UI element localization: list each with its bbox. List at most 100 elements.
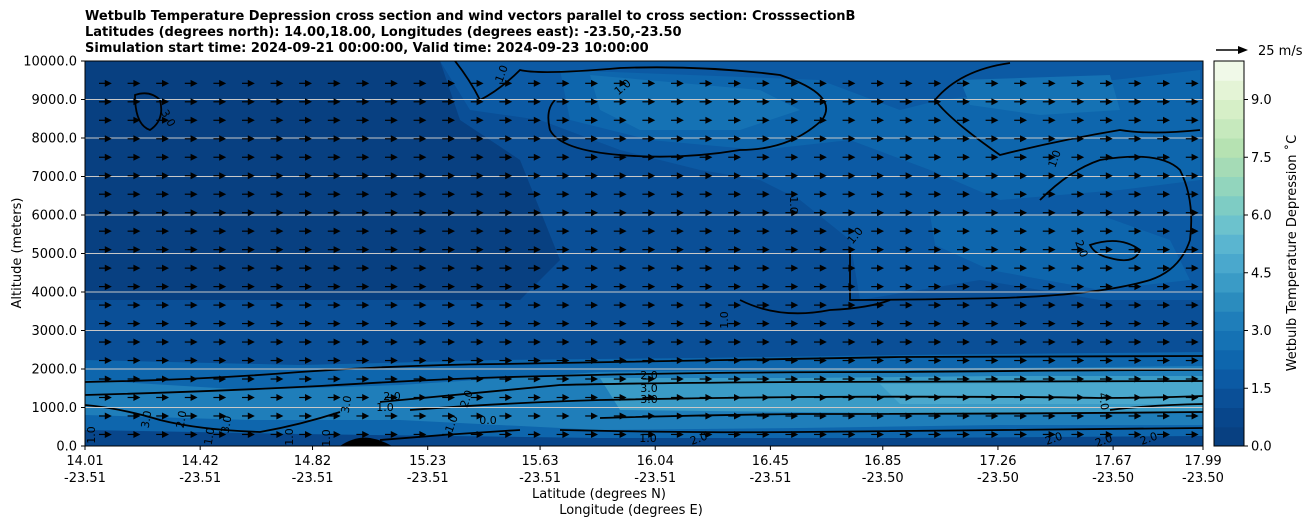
- contour-label: 2.0: [458, 388, 476, 409]
- wind-arrow: [413, 227, 427, 235]
- wind-arrow: [671, 135, 684, 143]
- wind-arrow: [871, 393, 884, 401]
- wind-arrow: [756, 116, 770, 124]
- wind-arrow: [413, 135, 427, 143]
- wind-arrow: [1128, 301, 1142, 309]
- wind-arrow: [756, 264, 770, 272]
- wind-arrow: [785, 209, 799, 217]
- wind-arrow: [442, 357, 455, 365]
- wind-arrow: [1128, 246, 1142, 254]
- wind-arrow: [470, 301, 484, 309]
- wind-arrow: [756, 357, 770, 365]
- wind-arrow: [184, 98, 198, 106]
- wind-arrow: [1042, 227, 1056, 235]
- wind-arrow: [385, 357, 398, 365]
- wind-arrow: [99, 264, 112, 272]
- wind-arrow: [213, 153, 227, 161]
- wind-arrow: [814, 375, 827, 383]
- wind-arrow: [642, 264, 656, 272]
- colorbar-level: [1214, 138, 1244, 158]
- colorbar-tick-label: 3.0: [1251, 324, 1272, 339]
- wind-arrow: [1042, 264, 1056, 272]
- wind-arrow: [728, 283, 741, 291]
- wind-arrow: [785, 172, 799, 180]
- wind-arrow: [470, 116, 484, 124]
- wind-arrow: [556, 227, 570, 235]
- wind-arrow: [184, 357, 198, 365]
- wind-arrow: [213, 190, 227, 198]
- wind-arrow: [413, 338, 427, 346]
- y-tick-label: 4000.0: [32, 286, 78, 301]
- wind-arrow: [785, 246, 799, 254]
- wind-arrow: [1128, 79, 1142, 87]
- wind-arrow: [99, 116, 112, 124]
- wind-arrow: [528, 153, 541, 161]
- wind-arrow: [871, 172, 884, 180]
- wind-arrow: [184, 430, 198, 438]
- gridlines: [85, 99, 1203, 408]
- wind-arrow: [213, 393, 227, 401]
- wind-arrow: [499, 430, 513, 438]
- wind-arrow: [556, 135, 570, 143]
- wind-arrow: [327, 172, 341, 180]
- wind-arrow: [528, 246, 541, 254]
- wind-arrow: [671, 116, 684, 124]
- wind-arrow: [642, 338, 656, 346]
- contour-label: 1.0: [443, 413, 461, 434]
- wind-arrow: [642, 320, 656, 328]
- wind-arrow: [1100, 153, 1113, 161]
- wind-arrow: [613, 153, 627, 161]
- wind-arrow: [213, 172, 227, 180]
- wind-arrow: [1128, 135, 1142, 143]
- wind-arrow: [356, 338, 370, 346]
- wind-arrow: [1042, 283, 1056, 291]
- wind-arrow: [184, 209, 198, 217]
- wind-arrow: [613, 209, 627, 217]
- wind-arrow: [270, 301, 284, 309]
- wind-arrow: [842, 430, 856, 438]
- contour-label: 1.0: [718, 311, 731, 329]
- wind-arrow: [156, 79, 169, 87]
- wind-arrow: [499, 264, 513, 272]
- wind-arrow: [528, 116, 541, 124]
- wind-arrow: [270, 338, 284, 346]
- wind-arrow: [442, 393, 455, 401]
- wind-arrow: [1071, 393, 1085, 401]
- wind-arrow: [1071, 283, 1085, 291]
- wind-arrow: [556, 375, 570, 383]
- x-tick-label-lon: -23.51: [407, 471, 449, 486]
- wind-arrow: [899, 320, 913, 328]
- wind-arrow: [556, 98, 570, 106]
- wind-arrow: [156, 320, 169, 328]
- wind-arrow: [814, 320, 827, 328]
- x-tick-label-lat: 14.01: [66, 454, 103, 469]
- wind-arrow: [1128, 320, 1142, 328]
- wind-arrow: [928, 430, 942, 438]
- wind-arrow: [528, 172, 541, 180]
- wind-arrow: [442, 79, 455, 87]
- x-tick-label-lon: -23.51: [519, 471, 561, 486]
- wind-arrow: [756, 246, 770, 254]
- wind-arrow: [1157, 301, 1170, 309]
- wind-arrow: [270, 135, 284, 143]
- wind-arrow: [1100, 264, 1113, 272]
- contour-label: 2.0: [174, 410, 190, 429]
- wind-arrow: [699, 209, 713, 217]
- contour-line: [933, 62, 1201, 156]
- wind-arrow: [242, 320, 255, 328]
- contour-label: 1.0: [493, 63, 511, 84]
- wind-arrow: [156, 172, 169, 180]
- wind-arrow: [756, 227, 770, 235]
- wind-arrow: [1100, 209, 1113, 217]
- wind-arrow: [842, 172, 856, 180]
- wind-arrow: [242, 227, 255, 235]
- wind-arrow: [470, 264, 484, 272]
- contour-label: 3.0: [640, 393, 658, 406]
- wind-arrow: [327, 338, 341, 346]
- colorbar-tick-label: 4.5: [1251, 266, 1272, 281]
- wind-arrow: [499, 135, 513, 143]
- wind-arrow: [985, 116, 999, 124]
- wind-arrow: [928, 338, 942, 346]
- wind-arrow: [1185, 190, 1199, 198]
- wind-arrow: [299, 301, 312, 309]
